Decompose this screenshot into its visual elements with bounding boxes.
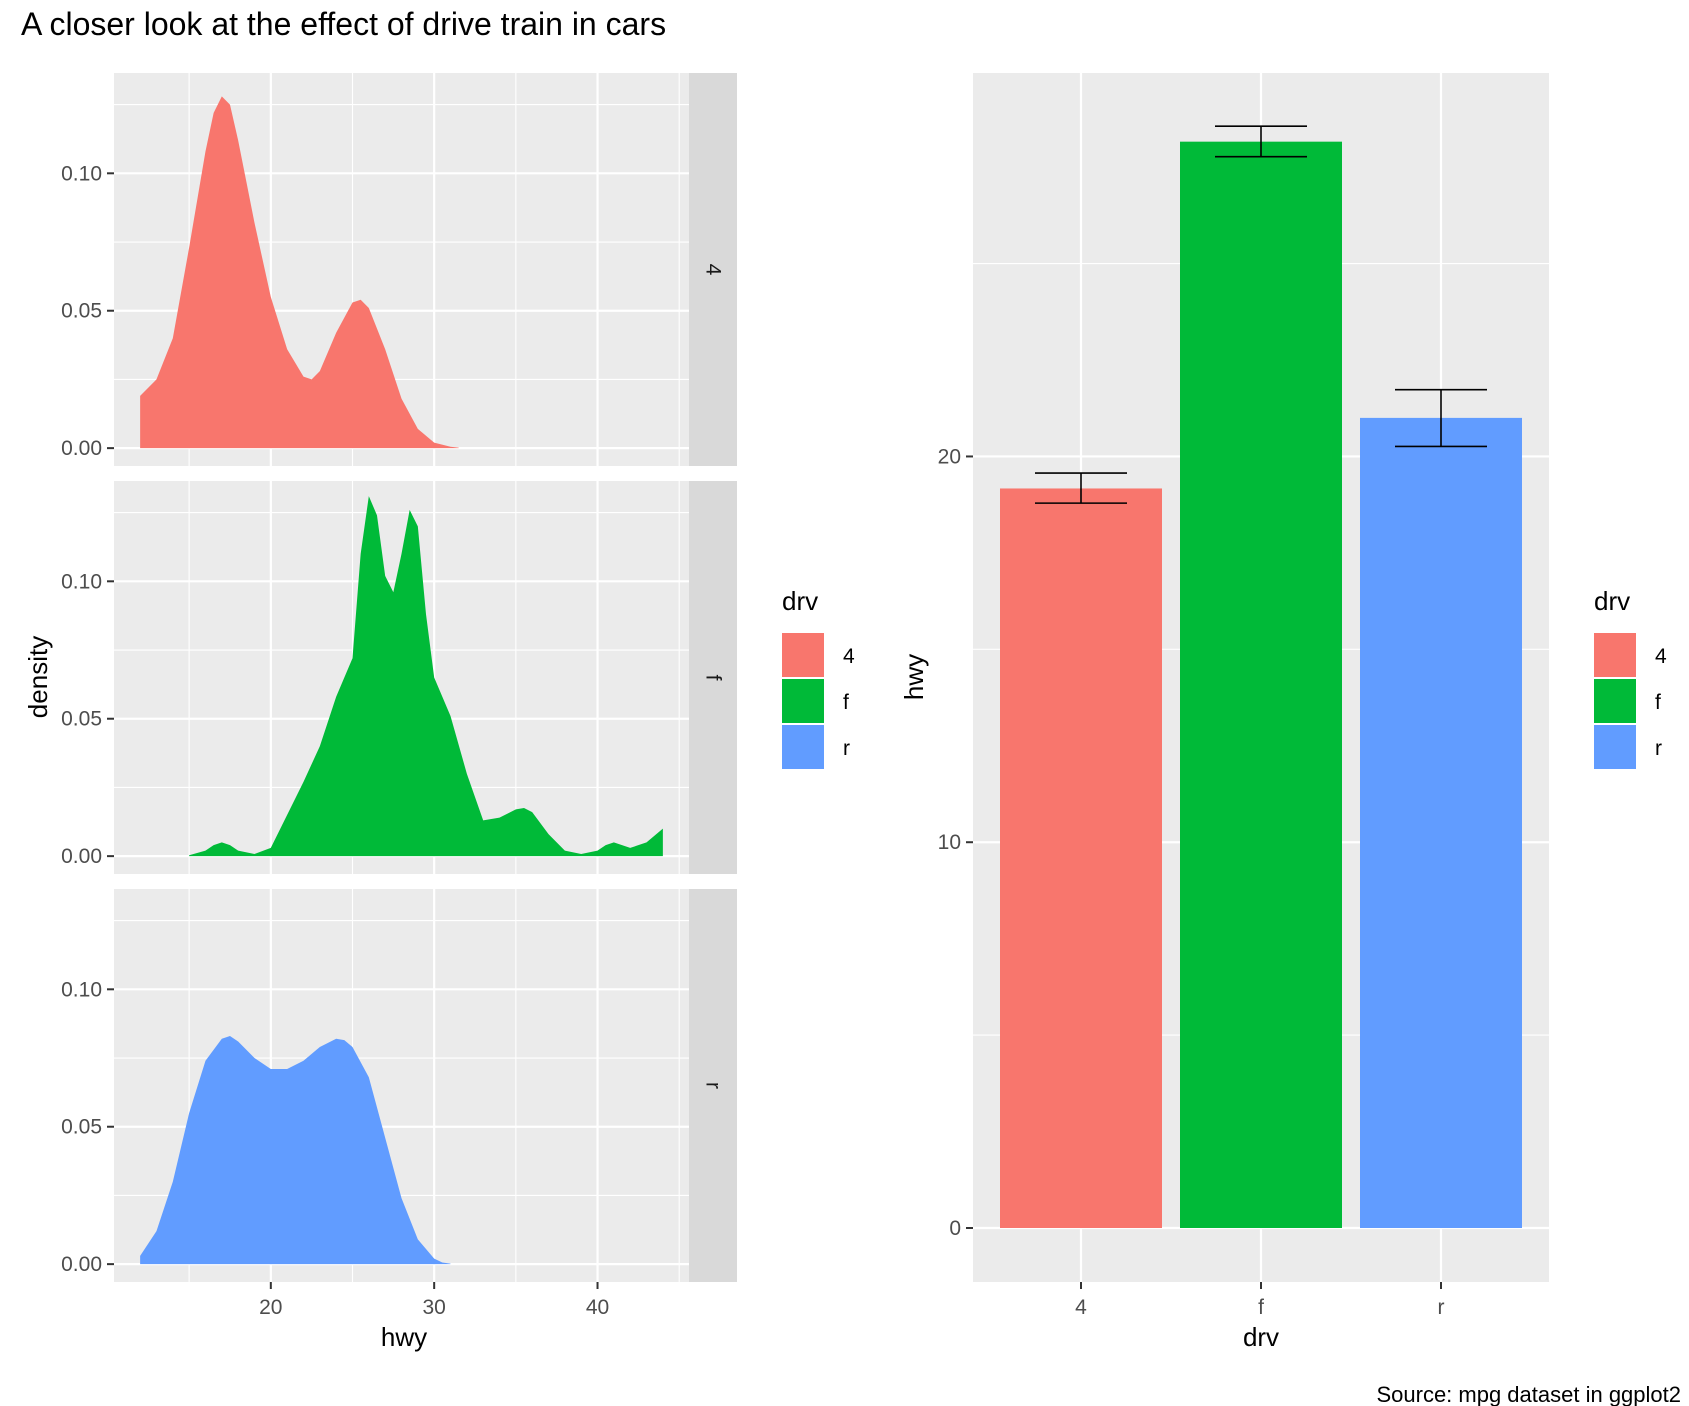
y-tick-label: 0.00 <box>61 845 102 868</box>
legend-key-r <box>1594 725 1636 769</box>
errorbar-r <box>1395 388 1487 448</box>
density-plot: 0.000.050.1040.000.050.10f0.000.050.10r … <box>23 73 737 1352</box>
legend-label-f: f <box>1655 691 1661 714</box>
x-tick-label: 30 <box>422 1296 445 1319</box>
caption: Source: mpg dataset in ggplot2 <box>1376 1382 1681 1406</box>
facet-panel-4: 0.00 0.05 0.10 4 <box>61 73 737 466</box>
density-area-4 <box>140 96 459 449</box>
facet-strip-label: 4 <box>702 264 725 276</box>
facet-panel-f: 0.00 0.05 0.10 f <box>61 481 737 874</box>
density-x-axis-title: hwy <box>381 1322 427 1352</box>
y-tick-label: 0 <box>949 1217 961 1240</box>
y-tick-label: 20 <box>938 445 961 468</box>
bars <box>1000 125 1522 1228</box>
bar-f <box>1180 141 1342 1228</box>
facet-strip-4 <box>689 73 737 466</box>
bar-x-axis-title: drv <box>1243 1322 1279 1352</box>
y-tick-label: 0.05 <box>61 708 102 731</box>
errorbar-4 <box>1035 472 1127 504</box>
legend-label-r: r <box>1655 737 1662 760</box>
facet-strip-r <box>689 889 737 1282</box>
x-tick-label: 4 <box>1075 1296 1087 1319</box>
legend-key-4 <box>782 633 824 677</box>
y-tick-label: 0.10 <box>61 162 102 185</box>
y-tick-label: 0.05 <box>61 1116 102 1139</box>
density-area-r <box>140 1036 451 1265</box>
density-legend: drv 4 fr <box>782 586 855 769</box>
density-area-f <box>189 496 663 857</box>
bar-plot: 0 10 20 4 f r drv hwy <box>899 73 1549 1352</box>
x-tick-label: 20 <box>259 1296 282 1319</box>
bar-r <box>1360 417 1522 1228</box>
y-tick-label: 0.10 <box>61 978 102 1001</box>
plot-title: A closer look at the effect of drive tra… <box>21 6 666 42</box>
bar-axes: 0 10 20 4 f r <box>938 445 1445 1319</box>
y-tick-label: 0.05 <box>61 300 102 323</box>
x-tick-label: f <box>1258 1296 1264 1319</box>
y-tick-label: 0.10 <box>61 570 102 593</box>
legend-label-r: r <box>843 737 850 760</box>
y-tick-label: 10 <box>938 831 961 854</box>
legend-key-f <box>782 679 824 723</box>
legend-key-4 <box>1594 633 1636 677</box>
legend-key-r <box>782 725 824 769</box>
y-tick-label: 0.00 <box>61 1253 102 1276</box>
facet-strip-f <box>689 481 737 874</box>
bar-legend: drv 4 fr <box>1594 586 1667 769</box>
x-tick-label: 40 <box>586 1296 609 1319</box>
bar-y-axis-title: hwy <box>899 654 929 700</box>
errorbar-f <box>1215 125 1307 158</box>
bar-legend-title: drv <box>1594 586 1630 616</box>
facet-strip-label: r <box>702 1082 725 1089</box>
density-legend-title: drv <box>782 586 818 616</box>
density-facets: 0.00 0.05 0.10 4 0.00 0.05 0.10 f 0.00 0.05 0.10 r <box>61 73 737 1282</box>
legend-label-4: 4 <box>843 645 855 668</box>
legend-label-f: f <box>843 691 849 714</box>
facet-strip-label: f <box>702 675 725 681</box>
density-y-axis-title: density <box>23 636 53 718</box>
legend-label-4: 4 <box>1655 645 1667 668</box>
bar-4 <box>1000 488 1162 1228</box>
y-tick-label: 0.00 <box>61 437 102 460</box>
facet-panel-r: 0.00 0.05 0.10 r <box>61 889 737 1282</box>
x-tick-label: r <box>1438 1296 1445 1319</box>
density-x-axis: 20 30 40 <box>259 1282 609 1319</box>
legend-key-f <box>1594 679 1636 723</box>
